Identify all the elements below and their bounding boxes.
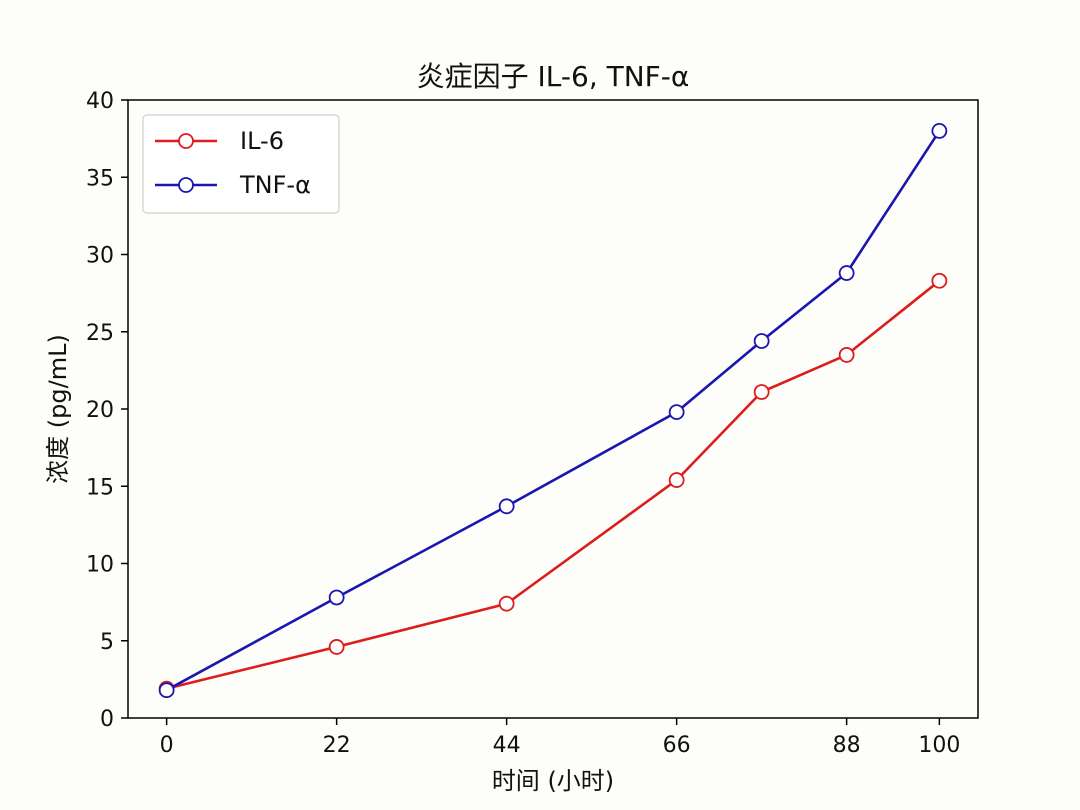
x-tick-label: 66 (663, 733, 691, 758)
data-point-tnf (668, 404, 685, 420)
y-tick-label: 10 (86, 553, 114, 578)
data-point-tnf (931, 122, 948, 139)
data-point-tnf (753, 333, 770, 349)
x-tick-label: 100 (918, 733, 960, 758)
y-axis-title: 浓度 (pg/mL) (44, 334, 72, 484)
legend-label-il-6: IL-6 (240, 127, 284, 155)
data-point-il-6 (931, 272, 948, 289)
x-tick-label: 44 (493, 733, 521, 758)
y-tick-label: 20 (86, 398, 114, 423)
data-point-il-6 (668, 472, 685, 488)
data-point-il-6 (328, 639, 345, 655)
legend-label-tnf: TNF-α (239, 171, 311, 199)
data-point-tnf (838, 265, 855, 281)
data-point-tnf (498, 498, 515, 515)
y-tick-label: 5 (100, 630, 114, 655)
data-point-il-6 (753, 384, 770, 400)
y-tick-label: 30 (86, 244, 114, 269)
y-tick-label: 0 (100, 707, 114, 732)
x-tick-label: 88 (833, 733, 861, 758)
y-tick-label: 35 (86, 166, 114, 191)
legend: IL-6 TNF-α (142, 114, 340, 214)
x-tick-label: 0 (160, 733, 174, 758)
x-axis-title: 时间 (小时) (492, 767, 614, 795)
data-point-tnf (328, 589, 345, 606)
legend-marker-tnf (178, 177, 194, 193)
data-point-il-6 (498, 595, 515, 612)
y-tick-label: 40 (86, 89, 114, 114)
series-layer (158, 122, 948, 699)
chart-title: 炎症因子 IL-6, TNF-α (417, 60, 690, 93)
data-point-tnf (158, 682, 175, 699)
x-tick-label: 22 (323, 733, 351, 758)
y-tick-label: 25 (86, 321, 114, 346)
data-point-il-6 (838, 347, 855, 363)
y-tick-label: 15 (86, 475, 114, 500)
legend-marker-il-6 (178, 133, 194, 149)
axis-ticks: 0 22 44 66 88 100 0 5 10 15 20 25 30 35 40 (86, 89, 960, 758)
